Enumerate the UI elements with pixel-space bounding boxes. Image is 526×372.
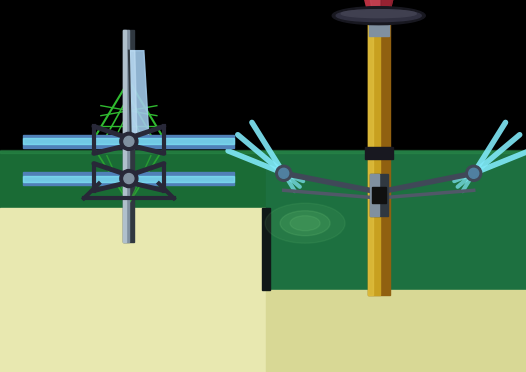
Bar bbox=[365, 147, 393, 159]
Ellipse shape bbox=[341, 10, 416, 17]
Bar bbox=[134, 138, 235, 144]
Polygon shape bbox=[381, 0, 416, 16]
Ellipse shape bbox=[332, 7, 425, 25]
Bar bbox=[369, 16, 389, 36]
Bar bbox=[124, 30, 126, 242]
Bar bbox=[124, 30, 134, 242]
Bar bbox=[23, 138, 124, 144]
Bar bbox=[368, 21, 380, 295]
Circle shape bbox=[276, 165, 292, 181]
Circle shape bbox=[124, 174, 134, 183]
Bar bbox=[0, 208, 266, 372]
Bar bbox=[134, 135, 235, 148]
Bar bbox=[370, 174, 388, 216]
Circle shape bbox=[279, 168, 289, 178]
Bar bbox=[0, 151, 266, 208]
Bar bbox=[368, 21, 390, 295]
Bar bbox=[134, 176, 235, 182]
Ellipse shape bbox=[290, 216, 320, 231]
Bar bbox=[134, 172, 235, 185]
Ellipse shape bbox=[280, 211, 330, 236]
Circle shape bbox=[466, 165, 482, 181]
Bar bbox=[23, 135, 124, 148]
Circle shape bbox=[124, 137, 134, 146]
Polygon shape bbox=[341, 0, 416, 16]
Polygon shape bbox=[129, 51, 149, 146]
Bar bbox=[266, 290, 526, 372]
Bar bbox=[372, 187, 386, 203]
Bar bbox=[266, 151, 526, 290]
Circle shape bbox=[120, 132, 138, 150]
Ellipse shape bbox=[265, 203, 345, 243]
Bar bbox=[23, 176, 124, 182]
Circle shape bbox=[469, 168, 479, 178]
Polygon shape bbox=[356, 0, 382, 16]
Circle shape bbox=[120, 170, 138, 187]
Bar bbox=[370, 174, 379, 216]
Bar bbox=[23, 172, 124, 185]
Bar bbox=[0, 150, 526, 153]
Bar bbox=[261, 208, 270, 290]
Bar bbox=[124, 30, 129, 242]
Ellipse shape bbox=[336, 10, 421, 22]
Polygon shape bbox=[130, 51, 137, 146]
Bar bbox=[368, 21, 372, 295]
